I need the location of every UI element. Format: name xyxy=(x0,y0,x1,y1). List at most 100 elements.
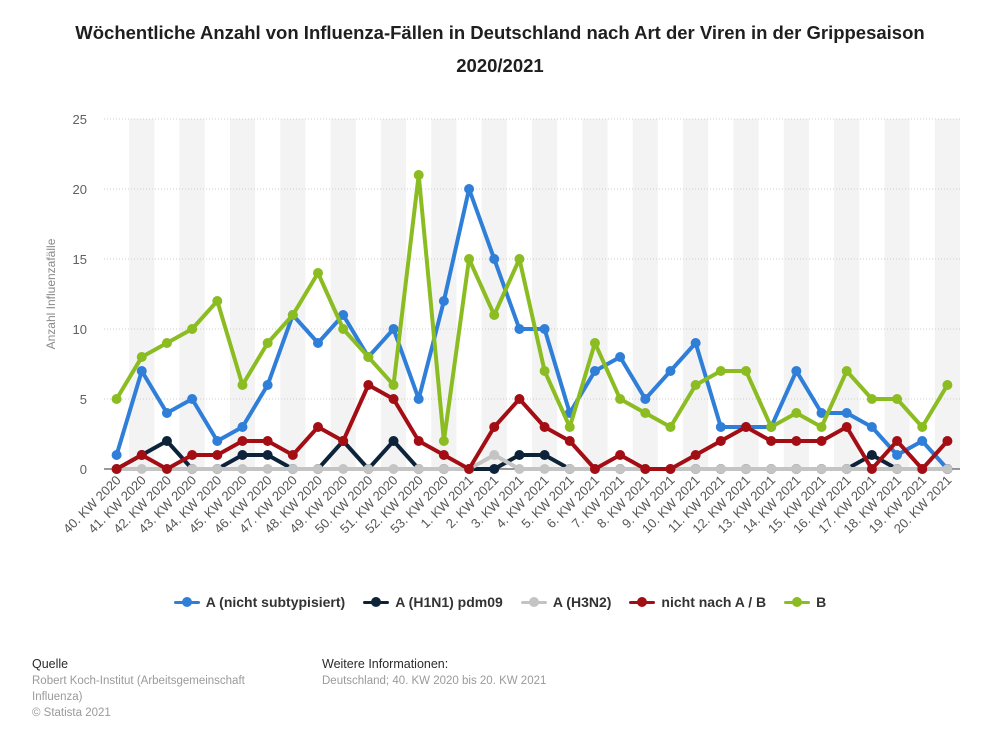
y-tick-label: 25 xyxy=(73,112,87,127)
data-point xyxy=(413,464,424,474)
data-point xyxy=(690,380,701,390)
data-point xyxy=(212,464,223,474)
data-point xyxy=(715,422,726,432)
data-point xyxy=(313,268,323,278)
data-point xyxy=(640,394,651,404)
data-point xyxy=(866,394,877,404)
data-point xyxy=(791,464,802,474)
data-point xyxy=(489,310,500,320)
plot-band xyxy=(733,119,759,469)
data-point xyxy=(413,170,424,180)
data-point xyxy=(161,338,172,348)
data-point xyxy=(791,436,802,446)
data-point xyxy=(262,450,273,460)
series-group xyxy=(111,170,953,446)
data-point xyxy=(388,436,399,446)
data-point xyxy=(363,464,374,474)
y-tick-label: 0 xyxy=(80,462,87,477)
data-point xyxy=(766,422,777,432)
data-point xyxy=(589,366,600,376)
y-tick-label: 20 xyxy=(73,182,87,197)
data-point xyxy=(589,338,600,348)
data-point xyxy=(741,464,751,474)
data-point xyxy=(413,436,424,446)
data-point xyxy=(338,436,349,446)
data-point xyxy=(363,352,374,362)
data-point xyxy=(917,422,928,432)
data-point xyxy=(262,380,273,390)
source-heading: Quelle xyxy=(32,657,69,671)
series-line xyxy=(114,383,950,471)
data-point xyxy=(589,464,600,474)
data-point xyxy=(539,324,550,334)
data-point xyxy=(388,464,399,474)
legend-item[interactable]: A (nicht subtypisiert) xyxy=(173,594,346,610)
data-point xyxy=(313,422,323,432)
data-point xyxy=(690,338,701,348)
data-point xyxy=(287,450,298,460)
info-heading: Weitere Informationen: xyxy=(322,657,449,671)
data-point xyxy=(741,366,751,376)
data-point xyxy=(866,464,877,474)
data-point xyxy=(715,464,726,474)
data-point xyxy=(715,366,726,376)
data-point xyxy=(615,394,626,404)
data-point xyxy=(237,464,248,474)
data-point xyxy=(489,422,500,432)
data-point xyxy=(187,464,198,474)
data-point xyxy=(665,464,676,474)
data-point xyxy=(388,380,399,390)
data-point xyxy=(791,408,802,418)
copyright-line[interactable]: © Statista 2021 xyxy=(32,707,111,719)
plot-band xyxy=(582,119,608,469)
legend-marker xyxy=(363,597,390,607)
plot-band xyxy=(683,119,709,469)
data-point xyxy=(287,310,298,320)
data-point xyxy=(892,464,903,474)
data-point xyxy=(187,324,198,334)
data-point xyxy=(313,464,323,474)
data-point xyxy=(237,422,248,432)
legend-marker xyxy=(173,597,200,607)
source-line[interactable]: Influenza) xyxy=(32,691,83,703)
data-point xyxy=(816,464,827,474)
data-point xyxy=(615,464,626,474)
info-block: Weitere Informationen: Deutschland; 40. … xyxy=(322,656,622,689)
data-point xyxy=(841,408,852,418)
data-point xyxy=(564,422,575,432)
source-line[interactable]: Robert Koch-Institut (Arbeitsgemeinschaf… xyxy=(32,675,245,687)
data-point xyxy=(892,450,903,460)
plot-band xyxy=(129,119,155,469)
y-tick-label: 10 xyxy=(73,322,87,337)
data-point xyxy=(262,338,273,348)
data-point xyxy=(942,380,953,390)
data-point xyxy=(539,450,550,460)
legend-label: B xyxy=(816,594,827,610)
legend-label: A (H3N2) xyxy=(552,594,612,610)
data-point xyxy=(136,366,147,376)
data-point xyxy=(161,408,172,418)
legend-item[interactable]: A (H1N1) pdm09 xyxy=(363,594,503,610)
y-axis-label: Anzahl Influenzafälle xyxy=(44,238,58,349)
legend-label: nicht nach A / B xyxy=(661,594,767,610)
legend-label: A (nicht subtypisiert) xyxy=(205,594,346,610)
data-point xyxy=(615,450,626,460)
data-point xyxy=(287,464,298,474)
data-point xyxy=(464,184,475,194)
legend-item[interactable]: A (H3N2) xyxy=(520,594,612,610)
data-point xyxy=(539,422,550,432)
legend-item[interactable]: nicht nach A / B xyxy=(629,594,766,610)
data-point xyxy=(866,422,877,432)
data-point xyxy=(388,394,399,404)
data-point xyxy=(816,436,827,446)
data-point xyxy=(514,324,525,334)
data-point xyxy=(892,436,903,446)
data-point xyxy=(161,436,172,446)
data-point xyxy=(564,464,575,474)
legend-item[interactable]: B xyxy=(784,594,826,610)
series-line xyxy=(114,173,950,443)
data-point xyxy=(766,464,777,474)
data-point xyxy=(111,464,122,474)
data-point xyxy=(942,436,953,446)
series-group xyxy=(111,380,953,474)
